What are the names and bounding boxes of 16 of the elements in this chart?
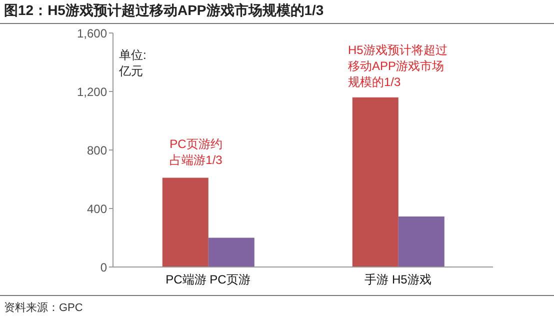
x-tick-label: PC端游 PC页游 xyxy=(166,272,250,287)
y-tick-label: 1,600 xyxy=(76,26,108,40)
bar xyxy=(398,216,444,267)
y-axis-title: 单位:亿元 xyxy=(119,47,148,79)
y-tick-label: 1,200 xyxy=(76,84,108,99)
annotation: H5游戏预计将超过移动APP游戏市场规模的1/3 xyxy=(348,42,448,90)
y-tick-label: 400 xyxy=(86,202,108,216)
text: 资料来源：GPC xyxy=(4,301,83,315)
annotation: PC页游约占端游1/3 xyxy=(168,136,224,168)
y-tick-label: 0 xyxy=(100,260,108,274)
bar xyxy=(208,238,254,267)
bar xyxy=(162,178,208,267)
bar xyxy=(352,97,398,267)
chart-title: 图12：H5游戏预计超过移动APP游戏市场规模的1/3 xyxy=(4,2,324,20)
x-tick-label: 手游 H5游戏 xyxy=(364,272,432,287)
y-tick-label: 800 xyxy=(86,143,108,158)
